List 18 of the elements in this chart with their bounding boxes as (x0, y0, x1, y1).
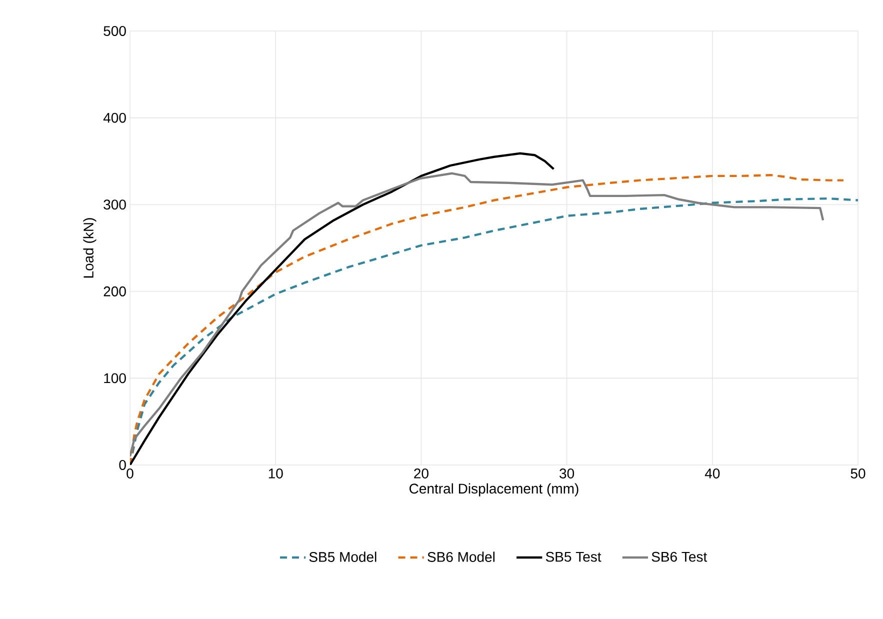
x-tick-label: 40 (704, 468, 720, 478)
legend-label: SB5 Test (546, 552, 602, 562)
x-tick-label: 0 (126, 468, 134, 478)
x-tick-label: 30 (560, 468, 574, 478)
x-tick-label: 50 (850, 468, 866, 478)
y-tick-label: 500 (104, 26, 126, 36)
legend-label: SB5 Model (309, 552, 376, 562)
x-tick-label: 20 (414, 468, 428, 478)
y-tick-label: 100 (104, 373, 126, 384)
y-tick-label: 200 (104, 286, 126, 296)
y-tick-label: 400 (103, 112, 126, 123)
x-axis-title: Central Displacement (mm) (410, 483, 578, 496)
legend-label: SB6 Test (652, 552, 708, 562)
x-tick-label: 10 (268, 468, 283, 478)
y-tick-label: 300 (104, 200, 126, 210)
legend-label: SB6 Model (428, 552, 495, 562)
y-tick-label: 0 (119, 460, 126, 470)
y-axis-title: Load (kN) (83, 218, 96, 278)
